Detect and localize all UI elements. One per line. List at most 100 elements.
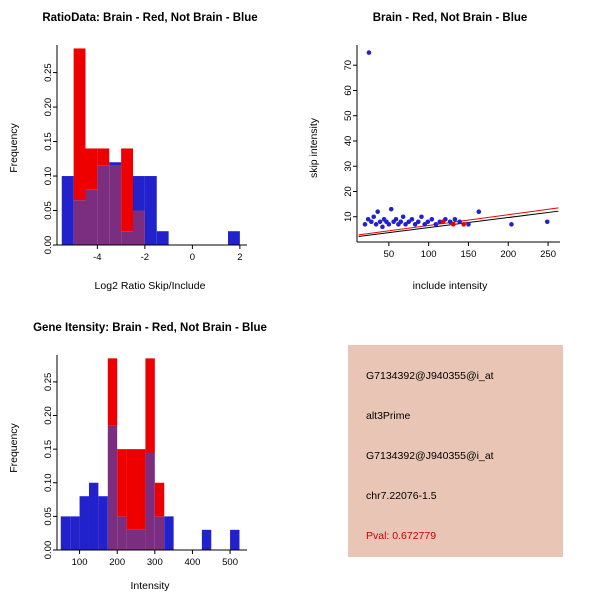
ratio-histogram-title: RatioData: Brain - Red, Not Brain - Blue <box>42 12 258 24</box>
scatter-point-blue <box>447 219 453 225</box>
scatter-point-blue <box>380 224 385 230</box>
ratio-histogram-plot: -4 -2 0 2 0.00 0.05 0.10 0.15 0.20 0.25 <box>0 0 300 300</box>
x-tick-label: 200 <box>109 557 125 568</box>
hist-bar <box>107 358 118 426</box>
pval-line: Pval: 0.672779 <box>366 530 437 542</box>
y-tick-label: 30 <box>343 161 354 172</box>
x-tick-label: 400 <box>185 557 201 568</box>
scatter-point-blue <box>388 206 394 212</box>
scatter-point-blue <box>398 219 404 225</box>
intensity-scatter-title: Brain - Red, Not Brain - Blue <box>372 12 528 24</box>
scatter-point-blue <box>509 222 514 227</box>
scatter-point-blue <box>400 214 406 220</box>
hist-bar-overlap <box>107 425 118 550</box>
hist-bar-overlap <box>145 452 155 550</box>
panel-ratio-histogram: -4 -2 0 2 0.00 0.05 0.10 0.15 0.20 0.25 RatioData… <box>0 0 300 300</box>
scatter-point-blue <box>371 214 377 220</box>
hist-bar-overlap <box>126 529 137 550</box>
scatter-point-blue <box>476 209 482 214</box>
x-tick-label: 200 <box>500 249 516 260</box>
scatter-point-blue <box>422 222 427 227</box>
y-tick-label: 0.20 <box>43 98 54 117</box>
hist-bar-overlap <box>154 516 165 550</box>
hist-bar <box>70 516 80 550</box>
hist-bar <box>136 449 146 530</box>
x-tick-label: -2 <box>141 252 149 263</box>
gene-intensity-histogram-ylabel: Frequency <box>8 423 20 473</box>
scatter-point-blue <box>425 219 431 225</box>
hist-bar <box>126 449 137 530</box>
y-tick-label: 0.05 <box>43 201 54 220</box>
y-tick-label: 0.25 <box>43 63 54 82</box>
scatter-point-blue <box>373 222 379 227</box>
x-tick-label: 250 <box>540 249 556 260</box>
hist-bar <box>73 48 86 201</box>
x-tick-label: 2 <box>237 252 242 263</box>
y-tick-label: 60 <box>343 85 354 96</box>
scatter-point-blue <box>412 222 418 227</box>
scatter-point-blue <box>409 216 415 222</box>
gene-intensity-histogram-plot: 100 200 300 400 500 0.00 0.05 0.10 0.15 0.20 0.25 <box>0 300 300 600</box>
x-tick-label: 100 <box>72 557 88 568</box>
scatter-point-blue <box>437 219 443 225</box>
scatter-point-blue <box>415 219 421 225</box>
y-tick-label: 20 <box>343 186 354 197</box>
y-tick-label: 70 <box>343 60 354 71</box>
y-tick-label: 0.20 <box>43 406 54 425</box>
gene-intensity-histogram-title: Gene Itensity: Brain - Red, Not Brain - … <box>33 322 267 334</box>
notbrain-fit-line <box>358 210 559 237</box>
scatter-point-blue <box>406 219 412 225</box>
y-tick-label: 50 <box>343 110 354 121</box>
splice-event-type-line: alt3Prime <box>366 410 411 422</box>
scatter-point-blue <box>375 209 380 214</box>
probe-id-line-1: G7134392@J940355@i_at <box>366 370 494 382</box>
hist-bar <box>164 516 174 550</box>
intensity-scatter-xlabel: include intensity <box>412 280 488 292</box>
x-tick-label: 300 <box>147 557 163 568</box>
ratio-histogram-xlabel: Log2 Ratio Skip/Include <box>94 280 206 292</box>
hist-bar <box>228 231 240 245</box>
y-tick-label: 0.00 <box>43 541 54 560</box>
hist-bar-overlap <box>133 210 145 245</box>
hist-bar <box>61 176 74 245</box>
hist-bar <box>121 148 133 232</box>
scatter-point-blue <box>466 222 471 227</box>
y-tick-label: 0.25 <box>43 373 54 392</box>
hist-bar <box>109 162 122 166</box>
x-tick-label: 150 <box>461 249 477 260</box>
x-tick-label: 50 <box>384 249 395 260</box>
scatter-point-blue <box>457 219 462 225</box>
y-tick-label: 0.10 <box>43 167 54 186</box>
hist-bar <box>145 358 155 453</box>
chromosome-location-line: chr7.22076-1.5 <box>366 490 437 502</box>
hist-bar-overlap <box>73 200 86 245</box>
scatter-point-blue <box>544 219 550 225</box>
x-tick-label: -4 <box>93 252 101 263</box>
scatter-point-red <box>440 219 446 225</box>
scatter-point-blue <box>433 222 439 227</box>
hist-bar-overlap <box>136 529 146 550</box>
x-tick-label: 500 <box>222 557 238 568</box>
scatter-point-blue <box>403 222 408 227</box>
hist-bar <box>98 496 108 550</box>
y-tick-label: 0.15 <box>43 440 54 459</box>
scatter-point-blue <box>365 216 371 222</box>
hist-bar <box>97 148 110 166</box>
hist-bar-overlap <box>109 165 122 245</box>
gene-intensity-histogram-xlabel: Intensity <box>130 580 170 592</box>
hist-bar <box>144 176 157 245</box>
scatter-point-blue <box>366 50 372 55</box>
y-tick-label: 0.05 <box>43 507 54 525</box>
hist-bar <box>85 148 98 190</box>
hist-bar-overlap <box>121 231 133 245</box>
scatter-point-blue <box>393 216 399 222</box>
scatter-point-red <box>461 222 466 227</box>
y-tick-label: 10 <box>343 211 354 222</box>
x-tick-label: 0 <box>190 252 195 263</box>
panel-info: G7134392@J940355@i_at alt3Prime G7134392… <box>300 300 600 600</box>
y-tick-label: 0.15 <box>43 132 54 151</box>
scatter-point-blue <box>362 222 368 227</box>
scatter-point-blue <box>452 216 458 222</box>
hist-bar-overlap <box>97 165 110 245</box>
